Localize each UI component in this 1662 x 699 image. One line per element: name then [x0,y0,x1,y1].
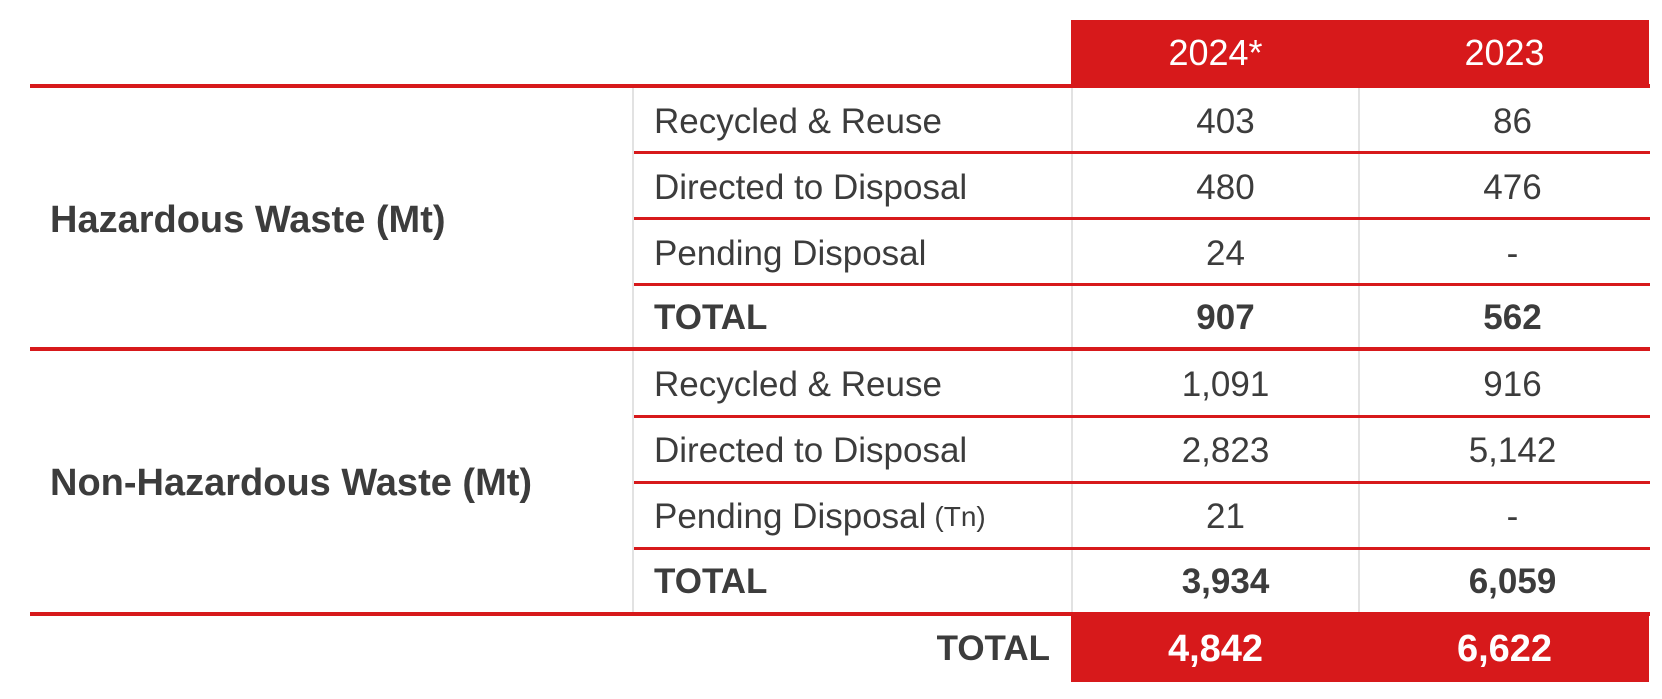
grand-total-2024: 4,842 [1071,616,1360,682]
row-value-2024: 21 [1206,497,1245,536]
column-header-2023: 2023 [1360,20,1649,86]
group-label-non-hazardous: Non-Hazardous Waste (Mt) [50,461,533,504]
row-label: Directed to Disposal [654,168,968,207]
row-value-2024: 480 [1196,168,1255,207]
subtotal-value-2024: 907 [1196,298,1255,337]
row-value-2024: 2,823 [1181,431,1270,470]
column-header-2024: 2024* [1071,20,1360,86]
subtotal-value-2023: 6,059 [1468,562,1557,601]
row-value-2024: 403 [1196,102,1255,141]
row-label: Pending Disposal [654,234,927,273]
grand-total-label: TOTAL [936,629,1050,668]
rule-group-divider [30,347,1650,351]
rule-h3 [634,283,1650,286]
row-value-2023: 916 [1483,365,1542,404]
rule-n1 [634,415,1650,418]
subtotal-value-2024: 3,934 [1181,562,1270,601]
column-header-2024-label: 2024* [1168,32,1263,73]
row-unit: (Tn) [934,501,986,532]
row-value-2023: 5,142 [1468,431,1557,470]
rule-h1 [634,151,1650,154]
separator-col-2024 [1071,88,1073,614]
separator-col-2023 [1358,88,1360,614]
row-label: Directed to Disposal [654,431,968,470]
row-label: Recycled & Reuse [654,102,942,141]
grand-total-2023: 6,622 [1360,616,1649,682]
rule-n2 [634,481,1650,484]
row-value-2024: 24 [1206,234,1245,273]
row-label: Pending Disposal [654,497,927,536]
row-label: Recycled & Reuse [654,365,942,404]
row-label-with-unit: Pending Disposal (Tn) [654,487,1064,547]
row-value-2023: 476 [1483,168,1542,207]
subtotal-label: TOTAL [654,562,768,601]
rule-n3 [634,547,1650,550]
row-value-2023: 86 [1493,102,1532,141]
rule-h2 [634,217,1650,220]
rule-top [30,84,1650,88]
row-value-2024: 1,091 [1181,365,1270,404]
group-label-hazardous: Hazardous Waste (Mt) [50,198,446,241]
row-value-2023: - [1506,234,1519,273]
row-value-2023: - [1506,497,1519,536]
subtotal-value-2023: 562 [1483,298,1542,337]
grand-total-value-2024: 4,842 [1167,627,1264,670]
subtotal-label: TOTAL [654,298,768,337]
separator-label-col [632,88,634,614]
rule-bottom [30,612,1650,616]
column-header-2023-label: 2023 [1464,32,1545,73]
grand-total-value-2023: 6,622 [1456,627,1553,670]
